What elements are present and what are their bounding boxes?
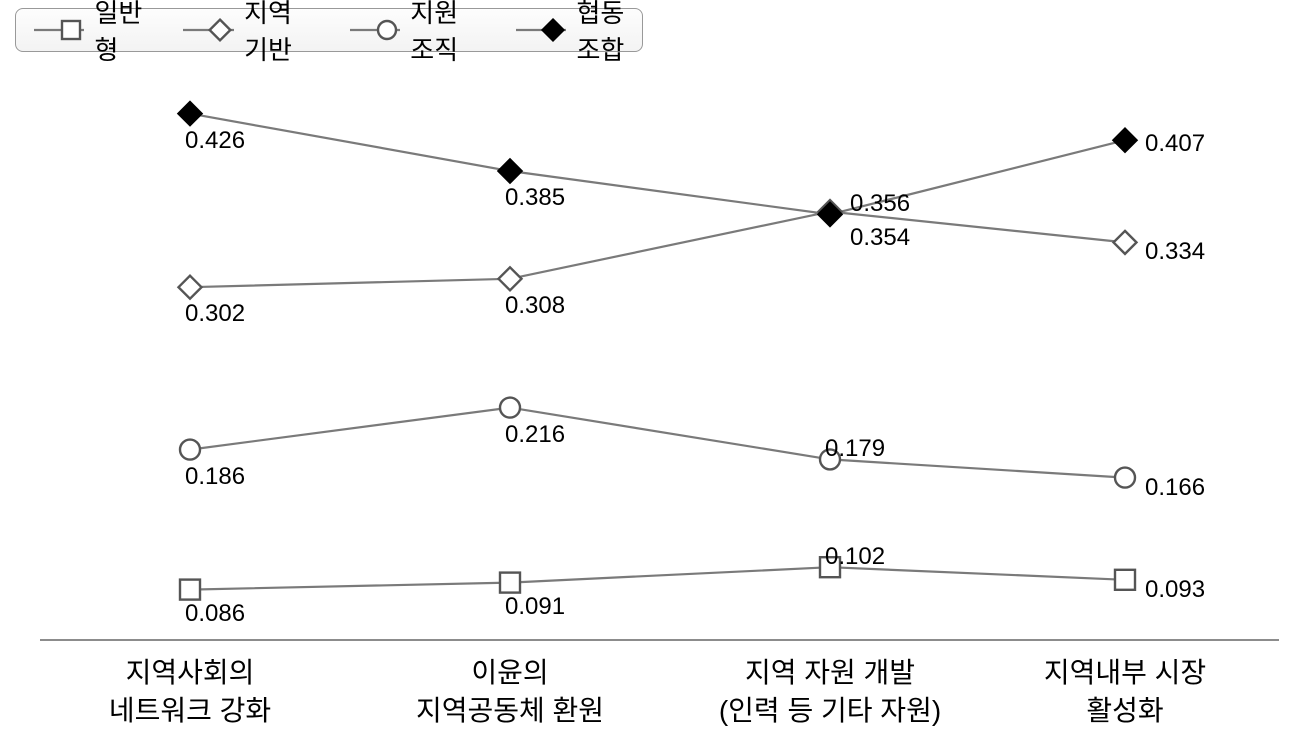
legend-item: 일반형 bbox=[34, 0, 143, 67]
legend-item: 협동조합 bbox=[516, 0, 642, 67]
chart-canvas bbox=[0, 0, 1299, 744]
data-label: 0.179 bbox=[825, 435, 885, 463]
series-marker bbox=[179, 102, 202, 125]
series-marker bbox=[180, 440, 200, 460]
series-line bbox=[190, 114, 1125, 215]
legend-item: 지역기반 bbox=[183, 0, 309, 67]
legend-label: 협동조합 bbox=[576, 0, 642, 67]
series-marker bbox=[1114, 129, 1137, 152]
data-label: 0.102 bbox=[825, 543, 885, 571]
legend-label: 지원조직 bbox=[410, 0, 476, 67]
legend-label: 일반형 bbox=[94, 0, 143, 67]
series-marker bbox=[1114, 231, 1137, 254]
legend-marker-icon bbox=[183, 16, 234, 44]
series-marker bbox=[1115, 468, 1135, 488]
chart-legend: 일반형지역기반지원조직협동조합 bbox=[15, 8, 643, 52]
legend-marker-icon bbox=[350, 16, 401, 44]
line-chart: 일반형지역기반지원조직협동조합 0.0860.0910.1020.0930.30… bbox=[0, 0, 1299, 744]
x-axis-label: 이윤의 지역공동체 환원 bbox=[360, 654, 660, 730]
series-line bbox=[190, 567, 1125, 589]
data-label: 0.093 bbox=[1145, 576, 1205, 604]
series-marker bbox=[1115, 570, 1135, 590]
data-label: 0.407 bbox=[1145, 130, 1205, 158]
legend-label: 지역기반 bbox=[244, 0, 310, 67]
data-label: 0.334 bbox=[1145, 238, 1205, 266]
data-label: 0.216 bbox=[505, 421, 565, 449]
data-label: 0.086 bbox=[185, 600, 245, 628]
series-marker bbox=[180, 580, 200, 600]
series-marker bbox=[819, 203, 842, 226]
data-label: 0.091 bbox=[505, 593, 565, 621]
data-label: 0.166 bbox=[1145, 474, 1205, 502]
data-label: 0.385 bbox=[505, 184, 565, 212]
series-marker bbox=[499, 267, 522, 290]
data-label: 0.308 bbox=[505, 292, 565, 320]
series-line bbox=[190, 212, 1125, 288]
data-label: 0.426 bbox=[185, 127, 245, 155]
series-line bbox=[190, 408, 1125, 478]
x-axis-label: 지역사회의 네트워크 강화 bbox=[40, 654, 340, 730]
data-label: 0.354 bbox=[850, 224, 910, 252]
x-axis-label: 지역 자원 개발 (인력 등 기타 자원) bbox=[680, 654, 980, 730]
legend-item: 지원조직 bbox=[350, 0, 476, 67]
data-label: 0.186 bbox=[185, 463, 245, 491]
data-label: 0.302 bbox=[185, 300, 245, 328]
data-label: 0.356 bbox=[850, 190, 910, 218]
series-marker bbox=[500, 398, 520, 418]
series-marker bbox=[179, 276, 202, 299]
x-axis-label: 지역내부 시장 활성화 bbox=[975, 654, 1275, 730]
legend-marker-icon bbox=[34, 16, 84, 44]
legend-marker-icon bbox=[516, 16, 567, 44]
series-marker bbox=[500, 573, 520, 593]
series-marker bbox=[499, 160, 522, 183]
